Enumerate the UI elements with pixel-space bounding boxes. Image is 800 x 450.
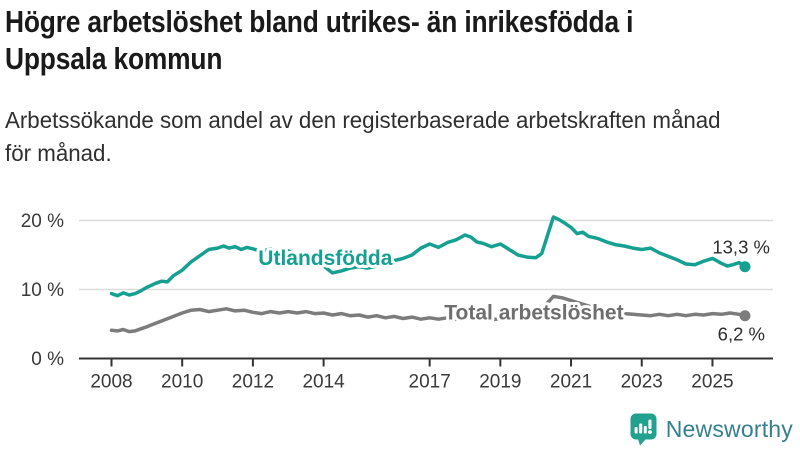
value-label-utlandsfodda: 13,3 % [712, 237, 770, 258]
series-line-utlandsfodda [109, 215, 747, 298]
series-label-total: Total arbetslöshet [444, 301, 623, 324]
series-line-total [109, 294, 747, 334]
icon-exclamation-bar [648, 419, 652, 430]
bar-chart-speech-bubble-icon [630, 413, 657, 446]
x-tick-label: 2008 [90, 372, 132, 393]
title-line-2: Uppsala kommun [5, 41, 223, 76]
icon-exclamation-dot [647, 430, 652, 434]
icon-bar-2 [638, 423, 642, 434]
subtitle-line-1: Arbetssökande som andel av den registerb… [5, 107, 721, 133]
y-tick-label: 10 % [21, 280, 64, 301]
title-line-1: Högre arbetslöshet bland utrikes- än inr… [5, 4, 634, 39]
x-tick-label: 2025 [691, 372, 733, 393]
icon-bar-3 [643, 426, 647, 434]
value-label-total: 6,2 % [718, 324, 765, 345]
x-tick-label: 2010 [161, 372, 203, 393]
x-tick-label: 2012 [232, 372, 274, 393]
x-tick-label: 2021 [550, 372, 592, 393]
newsworthy-wordmark: Newsworthy [665, 416, 793, 442]
newsworthy-logo: Newsworthy [630, 413, 793, 446]
icon-bar-1 [634, 427, 638, 434]
y-tick-label: 0 % [31, 349, 64, 370]
series-label-utlandsfodda: Utlandsfödda [258, 247, 392, 270]
end-dot-utlandsfodda [739, 261, 751, 273]
page-title: Högre arbetslöshet bland utrikes- än inr… [5, 3, 633, 77]
icon-bubble-tail [637, 439, 646, 446]
end-dot-total [739, 310, 751, 322]
icon-bubble [630, 413, 657, 440]
y-tick-label: 20 % [21, 211, 64, 232]
x-tick-label: 2023 [621, 372, 663, 393]
x-tick-label: 2017 [409, 372, 451, 393]
x-tick-label: 2019 [479, 372, 521, 393]
x-tick-label: 2014 [302, 372, 345, 393]
subtitle-line-2: för månad. [5, 140, 112, 166]
chart-subtitle: Arbetssökande som andel av den registerb… [5, 104, 721, 170]
